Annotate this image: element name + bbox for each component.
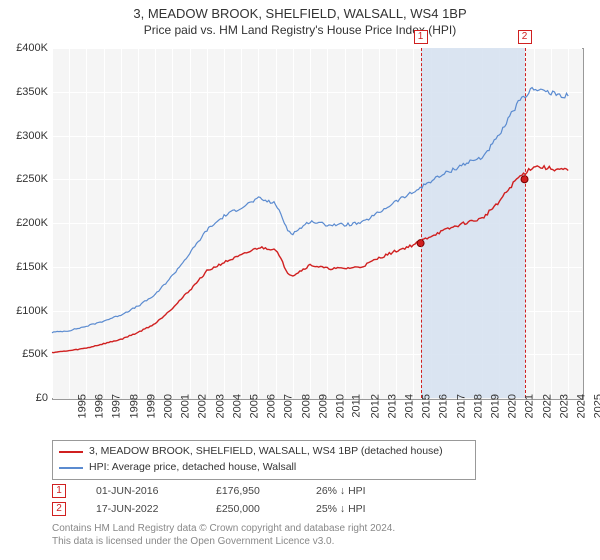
- legend-label: HPI: Average price, detached house, Wals…: [89, 460, 296, 476]
- y-tick-label: £400K: [16, 42, 48, 54]
- footer-text: Contains HM Land Registry data © Crown c…: [52, 522, 395, 548]
- sale-vline: [525, 48, 526, 398]
- x-tick-label: 2005: [249, 394, 261, 418]
- x-tick-label: 2020: [507, 394, 519, 418]
- sale-marker: 2: [52, 502, 66, 516]
- legend-row: 3, MEADOW BROOK, SHELFIELD, WALSALL, WS4…: [59, 444, 469, 460]
- legend: 3, MEADOW BROOK, SHELFIELD, WALSALL, WS4…: [52, 440, 476, 480]
- chart-area: 12 £0£50K£100K£150K£200K£250K£300K£350K£…: [52, 48, 582, 398]
- x-tick-label: 2000: [163, 394, 175, 418]
- sale-vline: [421, 48, 422, 398]
- sale-date: 17-JUN-2022: [96, 503, 186, 515]
- legend-swatch: [59, 451, 83, 453]
- legend-label: 3, MEADOW BROOK, SHELFIELD, WALSALL, WS4…: [89, 444, 443, 460]
- x-tick-label: 2023: [558, 394, 570, 418]
- x-tick-label: 2018: [472, 394, 484, 418]
- x-tick-label: 1997: [111, 394, 123, 418]
- x-tick-label: 2010: [335, 394, 347, 418]
- x-tick-label: 2024: [576, 394, 588, 418]
- footer-line-2: This data is licensed under the Open Gov…: [52, 535, 395, 548]
- x-tick-label: 2013: [386, 394, 398, 418]
- x-tick-label: 2001: [180, 394, 192, 418]
- sale-delta: 25% ↓ HPI: [316, 503, 366, 515]
- x-tick-label: 1996: [94, 394, 106, 418]
- y-tick-label: £200K: [16, 217, 48, 229]
- x-tick-label: 2008: [300, 394, 312, 418]
- sale-date: 01-JUN-2016: [96, 485, 186, 497]
- x-tick-label: 2014: [403, 394, 415, 418]
- x-tick-label: 2003: [214, 394, 226, 418]
- x-tick-label: 2016: [438, 394, 450, 418]
- sales-table: 1 01-JUN-2016 £176,950 26% ↓ HPI 2 17-JUN-202…: [52, 482, 366, 518]
- x-tick-label: 2025: [593, 394, 600, 418]
- chart-title: 3, MEADOW BROOK, SHELFIELD, WALSALL, WS4…: [0, 0, 600, 23]
- x-tick-label: 1995: [76, 394, 88, 418]
- chart-subtitle: Price paid vs. HM Land Registry's House …: [0, 23, 600, 39]
- y-tick-label: £100K: [16, 305, 48, 317]
- x-tick-label: 2006: [266, 394, 278, 418]
- x-tick-label: 2002: [197, 394, 209, 418]
- x-tick-label: 1999: [145, 394, 157, 418]
- sale-box: 1: [414, 30, 428, 44]
- y-tick-label: £250K: [16, 173, 48, 185]
- series-property: [52, 166, 568, 353]
- x-tick-label: 2011: [351, 394, 363, 418]
- y-tick-label: £350K: [16, 86, 48, 98]
- sale-box: 2: [518, 30, 532, 44]
- x-tick-label: 2015: [421, 394, 433, 418]
- legend-row: HPI: Average price, detached house, Wals…: [59, 460, 469, 476]
- y-tick-label: £0: [36, 392, 48, 404]
- y-tick-label: £50K: [22, 348, 48, 360]
- chart-lines: [52, 48, 582, 398]
- sales-row: 1 01-JUN-2016 £176,950 26% ↓ HPI: [52, 482, 366, 500]
- sale-delta: 26% ↓ HPI: [316, 485, 366, 497]
- sales-row: 2 17-JUN-2022 £250,000 25% ↓ HPI: [52, 500, 366, 518]
- sale-price: £176,950: [216, 485, 286, 497]
- x-tick-label: 2021: [524, 394, 536, 418]
- x-tick-label: 2009: [317, 394, 329, 418]
- footer-line-1: Contains HM Land Registry data © Crown c…: [52, 522, 395, 535]
- x-tick-label: 2012: [369, 394, 381, 418]
- x-tick-label: 2007: [283, 394, 295, 418]
- y-tick-label: £300K: [16, 130, 48, 142]
- x-tick-label: 2004: [231, 394, 243, 418]
- sale-price: £250,000: [216, 503, 286, 515]
- legend-swatch: [59, 467, 83, 469]
- x-tick-label: 2019: [489, 394, 501, 418]
- x-tick-label: 1998: [128, 394, 140, 418]
- sale-marker: 1: [52, 484, 66, 498]
- x-tick-label: 2022: [541, 394, 553, 418]
- y-tick-label: £150K: [16, 261, 48, 273]
- x-tick-label: 2017: [455, 394, 467, 418]
